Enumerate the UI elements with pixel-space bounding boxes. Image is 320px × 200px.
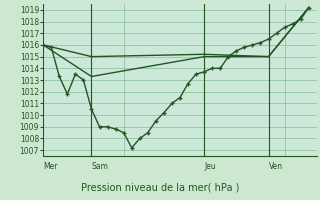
- Text: Ven: Ven: [268, 162, 283, 171]
- Text: Sam: Sam: [92, 162, 108, 171]
- Text: Mer: Mer: [43, 162, 58, 171]
- Text: Pression niveau de la mer( hPa ): Pression niveau de la mer( hPa ): [81, 182, 239, 192]
- Text: Jeu: Jeu: [204, 162, 216, 171]
